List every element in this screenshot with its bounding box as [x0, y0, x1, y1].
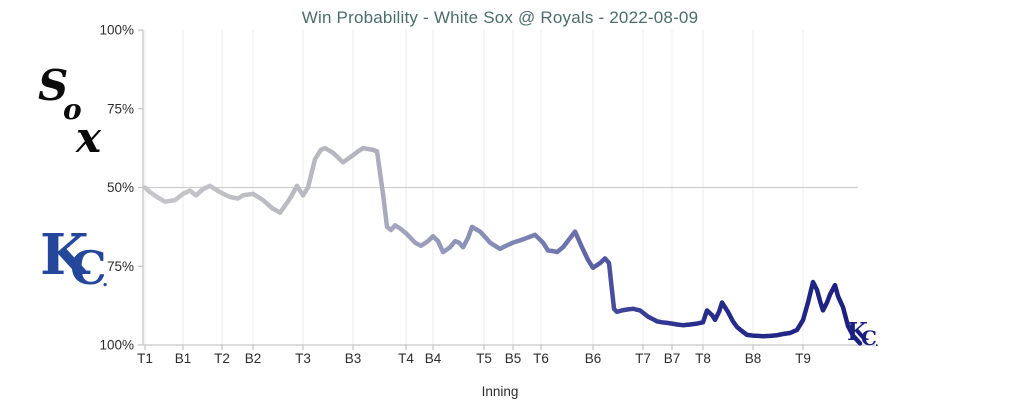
- x-tick-label: T2: [214, 351, 230, 366]
- y-tick-label: 100%: [99, 338, 134, 353]
- winner-watermark-letter: C: [861, 326, 877, 350]
- winner-watermark-letter: K: [847, 318, 869, 346]
- x-tick-label: T5: [476, 351, 492, 366]
- royals-logo-period: .: [102, 270, 108, 291]
- x-tick-label: B1: [175, 351, 192, 366]
- x-tick-label: T9: [795, 351, 811, 366]
- x-tick-label: T1: [137, 351, 153, 366]
- white-sox-logo-letter: x: [75, 113, 102, 160]
- winner-watermark-kc: KC.: [847, 318, 878, 350]
- white-sox-logo-letter: o: [63, 93, 82, 126]
- x-tick-label: T8: [695, 351, 711, 366]
- x-tick-label: T6: [533, 351, 549, 366]
- x-tick-label: B6: [585, 351, 602, 366]
- x-tick-label: B8: [745, 351, 762, 366]
- y-tick-label: 100%: [99, 23, 134, 38]
- x-tick-label: T4: [398, 351, 414, 366]
- white-sox-logo-letter: S: [38, 64, 68, 110]
- x-tick-label: T3: [295, 351, 311, 366]
- y-tick-label: 50%: [107, 180, 134, 195]
- winner-watermark-period: .: [875, 338, 878, 349]
- x-tick-label: B3: [345, 351, 362, 366]
- royals-logo-letter: C: [70, 241, 107, 295]
- y-tick-label: 75%: [107, 259, 134, 274]
- x-tick-label: B5: [505, 351, 522, 366]
- white-sox-logo: Sox: [38, 64, 102, 160]
- x-tick-label: B7: [664, 351, 681, 366]
- royals-logo: KC.: [40, 224, 108, 295]
- y-tick-label: 75%: [107, 101, 134, 116]
- x-axis-title: Inning: [482, 384, 519, 399]
- x-tick-label: B2: [245, 351, 262, 366]
- x-tick-label: B4: [425, 351, 442, 366]
- royals-logo-letter: K: [40, 224, 91, 288]
- chart-title: Win Probability - White Sox @ Royals - 2…: [301, 8, 699, 27]
- x-tick-label: T7: [635, 351, 651, 366]
- win-probability-line: [142, 145, 863, 346]
